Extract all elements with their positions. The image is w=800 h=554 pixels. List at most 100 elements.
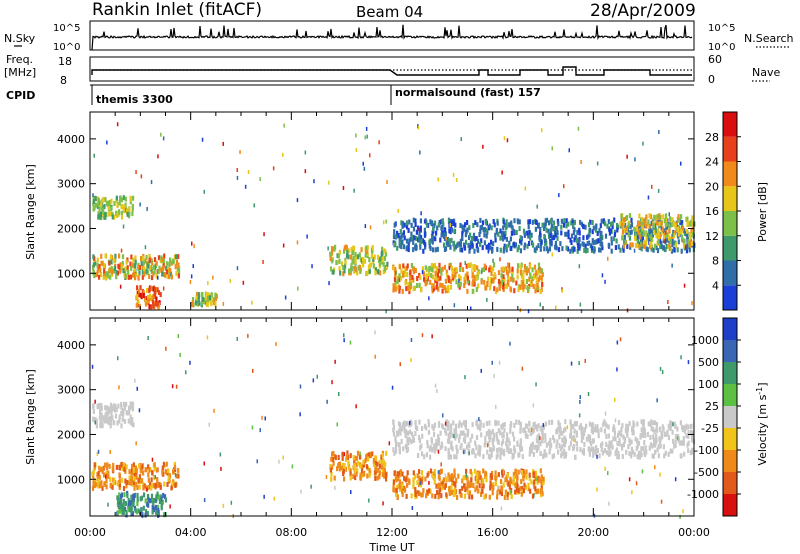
velocity-cell [653, 437, 656, 443]
velocity-cell [132, 497, 136, 503]
velocity-cell [453, 473, 456, 479]
power-cell [401, 288, 404, 294]
velocity-cell [118, 482, 121, 488]
velocity-cell [559, 446, 563, 452]
power-cell [407, 227, 410, 233]
power-cell [412, 286, 415, 292]
power-cell [101, 207, 105, 213]
velocity-cell [122, 506, 125, 512]
velocity-cell [538, 477, 541, 483]
velocity-cell [652, 420, 655, 426]
power-cell [149, 265, 152, 271]
velocity-cell [652, 453, 655, 459]
velocity-scatter-cell [316, 374, 318, 379]
velocity-cell [511, 454, 514, 460]
velocity-cell [605, 423, 608, 429]
velocity-y-label: Slant Range [km] [24, 369, 37, 465]
velocity-scatter-cell [174, 472, 177, 477]
power-cell [636, 226, 639, 232]
power-cell [468, 248, 471, 254]
velocity-cell [517, 419, 521, 425]
power-cell [466, 275, 469, 281]
power-cell [421, 266, 424, 272]
power-cell [447, 288, 450, 294]
power-scatter-cell [503, 136, 506, 141]
power-cell [156, 301, 159, 307]
power-cell [500, 276, 503, 282]
freq-right-tick-top: 60 [708, 53, 722, 66]
power-cell [379, 256, 382, 262]
power-scatter-cell [386, 180, 388, 185]
power-cell [516, 268, 519, 274]
power-cell [398, 277, 401, 283]
power-scatter-cell [395, 271, 397, 275]
power-cell [434, 275, 437, 281]
power-cell [527, 233, 530, 239]
power-cell [523, 284, 526, 290]
velocity-cell [358, 454, 361, 460]
velocity-cell [591, 422, 594, 428]
power-cell [128, 274, 131, 280]
power-cell [554, 244, 557, 250]
power-cell [369, 262, 372, 268]
velocity-cell [641, 432, 644, 438]
velocity-cell [93, 462, 96, 468]
power-cell [139, 292, 142, 298]
velocity-cell [157, 507, 160, 513]
velocity-cell [598, 453, 601, 459]
power-cell [556, 235, 559, 241]
velocity-scatter-cell [654, 465, 656, 470]
power-cell [172, 259, 175, 265]
velocity-cell [539, 468, 542, 474]
velocity-ytick-label: 3000 [57, 384, 85, 397]
velocity-scatter-cell [409, 420, 411, 425]
power-cell [92, 264, 95, 270]
velocity-cell [374, 475, 377, 481]
velocity-colorbar-segment [723, 450, 737, 472]
power-cell [645, 246, 648, 252]
velocity-scatter-cell [500, 506, 503, 511]
power-cell [479, 217, 482, 223]
power-cell [99, 215, 102, 221]
power-scatter-cell [487, 249, 490, 254]
velocity-cell [396, 431, 399, 436]
velocity-cell [631, 449, 634, 455]
velocity-scatter-cell [135, 441, 137, 446]
power-scatter-cell [385, 219, 387, 224]
velocity-cell [582, 450, 586, 456]
power-cell [366, 249, 369, 255]
power-cell [378, 258, 381, 264]
velocity-cell [375, 455, 378, 461]
velocity-cell [506, 473, 509, 479]
power-cell [461, 235, 464, 241]
velocity-cell [464, 433, 467, 439]
power-cell [448, 228, 451, 234]
velocity-cell [405, 493, 408, 499]
velocity-cell [503, 427, 506, 433]
power-scatter-cell [364, 224, 367, 229]
velocity-scatter-cell [350, 490, 352, 495]
power-cell [114, 253, 117, 259]
velocity-cell [575, 420, 578, 426]
power-scatter-cell [464, 260, 466, 265]
power-cell [527, 219, 530, 225]
velocity-cell [133, 485, 136, 491]
power-cell [497, 278, 501, 284]
velocity-cell [381, 472, 384, 478]
power-cell [668, 242, 671, 248]
power-cell [164, 272, 167, 278]
power-ytick-label: 2000 [57, 222, 85, 235]
power-cell [329, 266, 333, 272]
velocity-cell [164, 469, 167, 475]
power-cell [118, 253, 121, 259]
power-cell [364, 252, 367, 258]
velocity-cell [461, 478, 464, 484]
velocity-cell [517, 469, 520, 475]
velocity-cell [144, 512, 147, 518]
velocity-cell [451, 480, 454, 486]
velocity-cell [488, 420, 491, 426]
power-cell [454, 244, 457, 250]
velocity-cell [175, 473, 178, 479]
power-cell [350, 247, 353, 252]
power-cell [529, 273, 532, 279]
